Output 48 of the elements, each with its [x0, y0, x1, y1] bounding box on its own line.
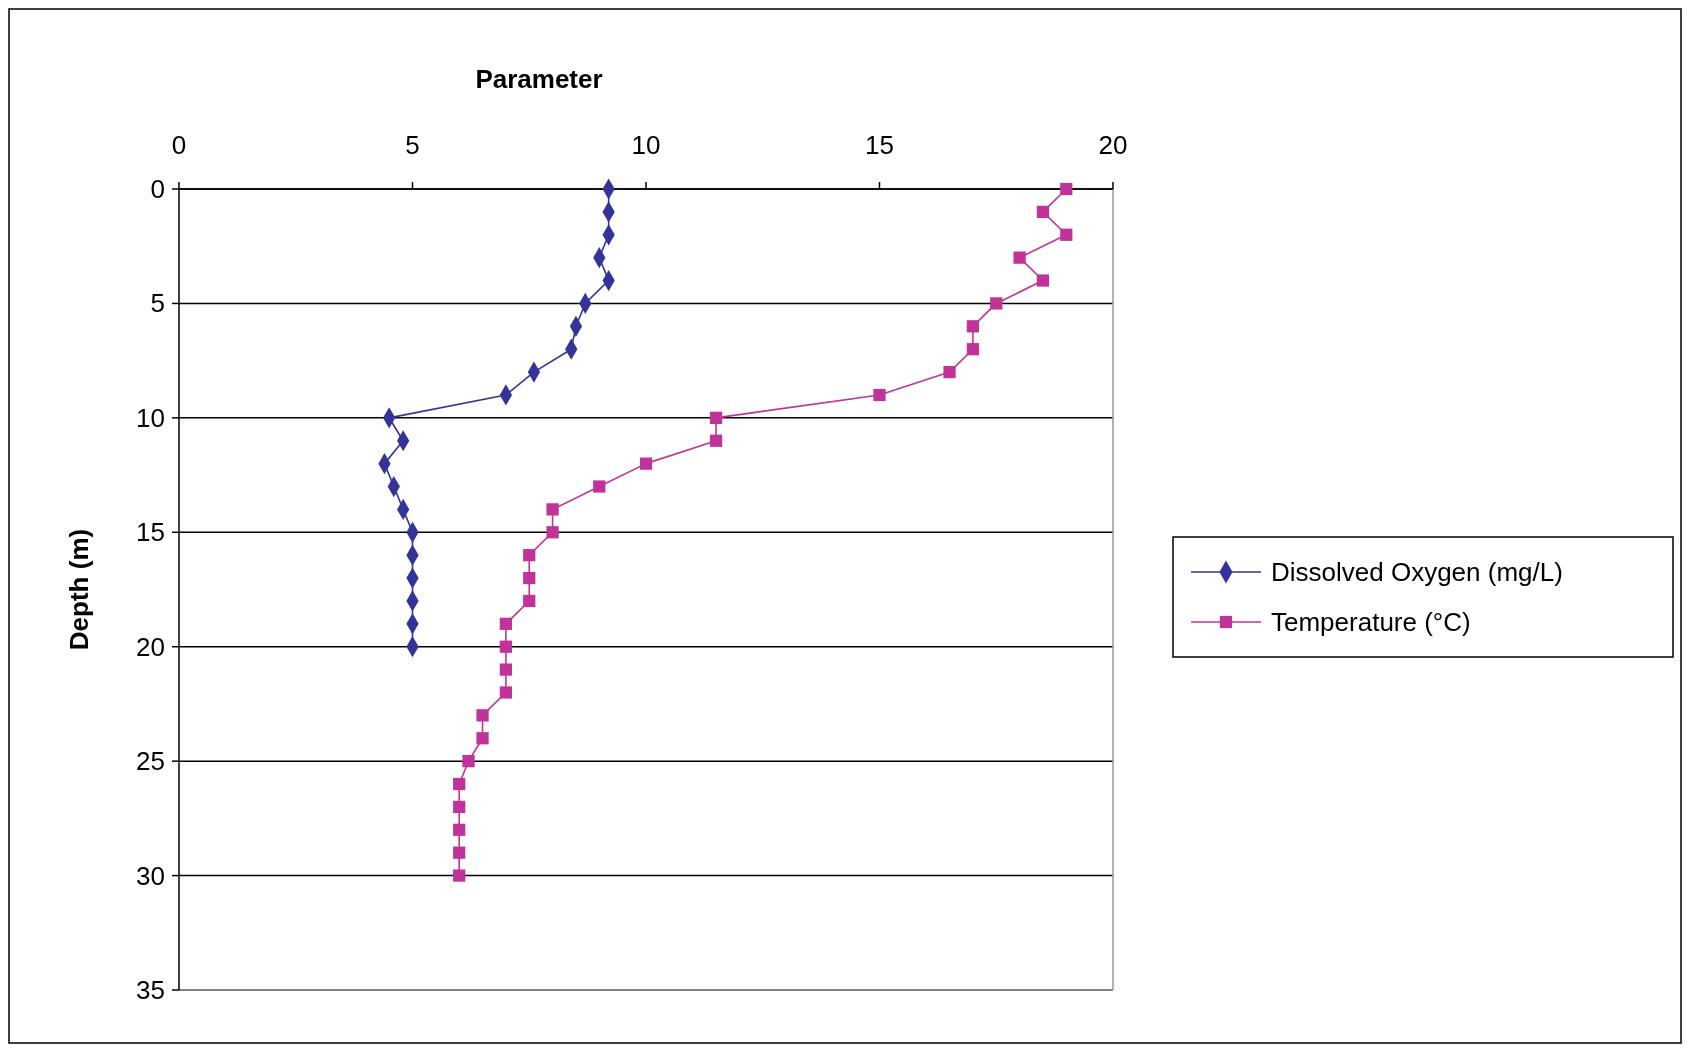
point: [1036, 274, 1050, 287]
point: [453, 823, 466, 836]
point: [523, 594, 536, 608]
point: [476, 732, 489, 745]
point: [499, 640, 513, 653]
point: [453, 800, 466, 814]
y-tick-label: 10: [136, 402, 165, 433]
point: [462, 755, 475, 768]
point: [546, 526, 559, 539]
x-tick-label: 0: [171, 130, 187, 160]
point: [523, 549, 536, 562]
y-tick-label: 25: [136, 746, 165, 777]
point: [476, 709, 489, 722]
point: [453, 869, 466, 882]
y-axis-title: Depth (m): [64, 528, 94, 651]
point: [943, 365, 956, 379]
x-axis-title: Parameter: [475, 64, 603, 94]
point: [990, 297, 1003, 310]
point: [639, 457, 653, 470]
point: [453, 777, 466, 791]
x-tick-label: 20: [1098, 130, 1128, 160]
point: [499, 686, 513, 699]
y-tick-label: 5: [150, 288, 165, 319]
point: [593, 480, 606, 493]
point: [499, 663, 513, 676]
y-tick-label: 20: [136, 631, 165, 662]
x-tick-label: 5: [405, 130, 420, 160]
y-tick-label: 35: [136, 975, 165, 1005]
point: [966, 343, 980, 356]
legend-label: Dissolved Oxygen (mg/L): [1271, 557, 1563, 587]
point: [499, 617, 513, 630]
point: [873, 388, 886, 402]
point: [1036, 205, 1050, 219]
point: [709, 411, 723, 424]
x-tick-label: 15: [865, 130, 894, 160]
x-tick-label: 10: [631, 130, 661, 160]
point: [1060, 182, 1073, 196]
legend-label: Temperature (°C): [1271, 607, 1471, 637]
point: [709, 434, 723, 447]
point: [1013, 251, 1026, 264]
y-tick-label: 15: [136, 517, 165, 548]
point: [1060, 228, 1073, 241]
point: [966, 320, 980, 333]
y-tick-label: 0: [150, 174, 165, 204]
point: [546, 503, 559, 516]
point: [523, 571, 536, 585]
point: [453, 846, 466, 859]
y-tick-label: 30: [136, 860, 165, 891]
